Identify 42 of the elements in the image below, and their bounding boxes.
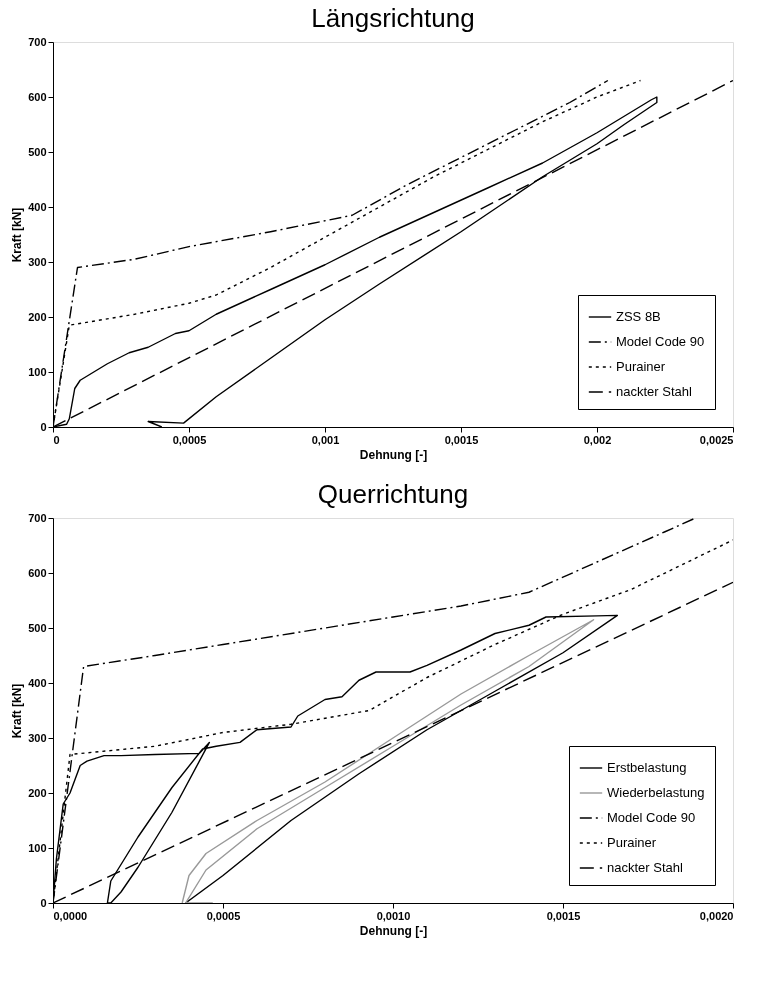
y-axis-title: Kraft [kN] bbox=[10, 683, 25, 739]
y-tick-label: 100 bbox=[28, 365, 47, 378]
x-tick-label: 0,0015 bbox=[444, 433, 479, 446]
y-tick-label: 400 bbox=[28, 676, 47, 689]
legend-label: Wiederbelastung bbox=[607, 785, 705, 800]
legend-label: Purainer bbox=[616, 359, 666, 374]
chart-title: Längsrichtung bbox=[311, 3, 475, 33]
x-tick-label: 0,0015 bbox=[546, 909, 581, 922]
legend-label: Erstbelastung bbox=[607, 760, 687, 775]
y-tick-label: 600 bbox=[28, 90, 47, 103]
legend-label: nackter Stahl bbox=[616, 384, 692, 399]
y-tick-label: 200 bbox=[28, 786, 47, 799]
y-tick-label: 400 bbox=[28, 200, 47, 213]
x-tick-label: 0,0005 bbox=[206, 909, 241, 922]
legend-label: nackter Stahl bbox=[607, 860, 683, 875]
y-tick-label: 700 bbox=[28, 511, 47, 524]
legend-label: Model Code 90 bbox=[616, 334, 705, 349]
x-tick-label: 0 bbox=[53, 433, 60, 446]
y-tick-label: 0 bbox=[40, 420, 47, 433]
legend-label: Purainer bbox=[607, 835, 657, 850]
x-tick-label: 0,002 bbox=[583, 433, 612, 446]
y-tick-label: 100 bbox=[28, 841, 47, 854]
legend-label: ZSS 8B bbox=[616, 309, 661, 324]
y-tick-label: 500 bbox=[28, 145, 47, 158]
y-tick-label: 300 bbox=[28, 731, 47, 744]
x-tick-label: 0,0010 bbox=[376, 909, 411, 922]
y-axis-title: Kraft [kN] bbox=[10, 207, 25, 263]
y-tick-label: 0 bbox=[40, 896, 47, 909]
y-tick-label: 300 bbox=[28, 255, 47, 268]
x-tick-label: 0,0005 bbox=[172, 433, 207, 446]
x-axis-title: Dehnung [-] bbox=[359, 447, 428, 462]
legend-label: Model Code 90 bbox=[607, 810, 696, 825]
x-tick-label: 0,0020 bbox=[699, 909, 734, 922]
y-tick-label: 200 bbox=[28, 310, 47, 323]
y-tick-label: 700 bbox=[28, 35, 47, 48]
x-tick-label: 0,001 bbox=[311, 433, 340, 446]
chart-title: Querrichtung bbox=[317, 479, 469, 509]
x-tick-label: 0,0025 bbox=[699, 433, 734, 446]
x-axis-title: Dehnung [-] bbox=[359, 923, 428, 938]
x-tick-label: 0,0000 bbox=[53, 909, 88, 922]
y-tick-label: 600 bbox=[28, 566, 47, 579]
y-tick-label: 500 bbox=[28, 621, 47, 634]
